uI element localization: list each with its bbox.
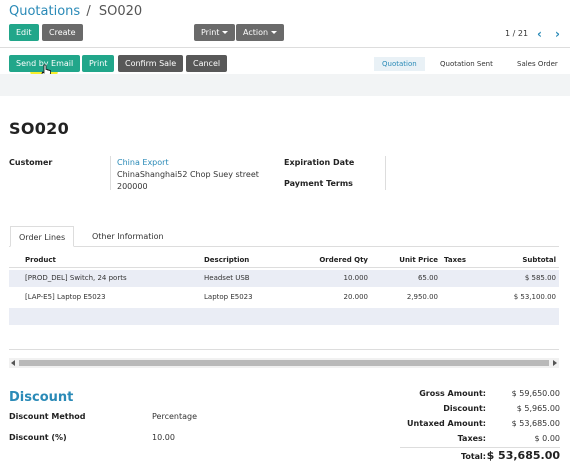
gross-amount-label: Gross Amount: bbox=[419, 389, 486, 398]
table-row[interactable]: [PROD_DEL] Switch, 24 ports Headset USB … bbox=[9, 270, 559, 287]
discount-method-value[interactable]: Percentage bbox=[152, 412, 198, 421]
taxes-value: $ 0.00 bbox=[534, 434, 560, 443]
field-divider bbox=[385, 156, 386, 190]
stage-sales-order[interactable]: Sales Order bbox=[517, 60, 558, 68]
tab-other-information[interactable]: Other Information bbox=[92, 232, 164, 241]
table-bottom-divider bbox=[9, 349, 559, 350]
cell-unit-price: 2,950.00 bbox=[406, 293, 438, 301]
cell-description: Laptop E5023 bbox=[204, 293, 253, 301]
table-row[interactable]: [LAP-E5] Laptop E5023 Laptop E5023 20.00… bbox=[9, 289, 559, 306]
cell-unit-price: 65.00 bbox=[417, 274, 438, 282]
discount-method-label: Discount Method bbox=[9, 412, 86, 421]
tab-order-lines[interactable]: Order Lines bbox=[10, 226, 75, 247]
taxes-label: Taxes: bbox=[457, 434, 486, 443]
breadcrumb: Quotations / SO020 bbox=[9, 4, 142, 19]
cell-subtotal: $ 585.00 bbox=[524, 274, 556, 282]
column-header-description[interactable]: Description bbox=[204, 256, 250, 264]
action-dropdown-label: Action bbox=[243, 28, 269, 37]
sheet-background bbox=[0, 74, 570, 96]
breadcrumb-current: SO020 bbox=[98, 4, 143, 19]
column-header-subtotal[interactable]: Subtotal bbox=[522, 256, 556, 264]
cell-subtotal: $ 53,100.00 bbox=[513, 293, 556, 301]
payment-terms-label: Payment Terms bbox=[284, 179, 353, 188]
field-divider bbox=[110, 156, 111, 190]
toolbar-divider bbox=[0, 47, 570, 48]
scroll-left-icon[interactable] bbox=[11, 360, 15, 366]
discount-total-label: Discount: bbox=[443, 404, 486, 413]
pager-prev-icon[interactable]: ‹ bbox=[537, 27, 542, 41]
discount-percent-label: Discount (%) bbox=[9, 433, 67, 442]
caret-down-icon bbox=[271, 31, 278, 34]
discount-total-value: $ 5,965.00 bbox=[516, 404, 560, 413]
total-value: $ 53,685.00 bbox=[486, 449, 560, 462]
expiration-date-label: Expiration Date bbox=[284, 158, 355, 167]
table-header-divider bbox=[9, 267, 559, 268]
print-dropdown-label: Print bbox=[201, 28, 220, 37]
untaxed-amount-label: Untaxed Amount: bbox=[407, 419, 486, 428]
totals-divider bbox=[400, 447, 560, 448]
stage-quotation-sent[interactable]: Quotation Sent bbox=[440, 60, 493, 68]
discount-percent-value[interactable]: 10.00 bbox=[152, 433, 175, 442]
total-label: Total: bbox=[460, 452, 486, 461]
send-by-email-button[interactable]: Send by Email bbox=[9, 55, 81, 72]
pager-next-icon[interactable]: › bbox=[555, 27, 560, 41]
breadcrumb-quotations-link[interactable]: Quotations bbox=[9, 4, 81, 19]
stage-quotation[interactable]: Quotation bbox=[374, 57, 425, 71]
action-dropdown[interactable]: Action bbox=[236, 24, 285, 41]
create-button[interactable]: Create bbox=[42, 24, 83, 41]
untaxed-amount-value: $ 53,685.00 bbox=[511, 419, 560, 428]
column-header-ordered-qty[interactable]: Ordered Qty bbox=[319, 256, 368, 264]
horizontal-scrollbar[interactable] bbox=[9, 358, 559, 368]
gross-amount-value: $ 59,650.00 bbox=[511, 389, 560, 398]
column-header-unit-price[interactable]: Unit Price bbox=[399, 256, 438, 264]
cell-product: [PROD_DEL] Switch, 24 ports bbox=[25, 274, 127, 282]
cell-ordered-qty: 20.000 bbox=[343, 293, 369, 301]
caret-down-icon bbox=[222, 31, 229, 34]
discount-heading: Discount bbox=[9, 390, 74, 405]
print-button[interactable]: Print bbox=[82, 55, 115, 72]
tabs-divider bbox=[9, 246, 559, 247]
print-dropdown[interactable]: Print bbox=[194, 24, 236, 41]
edit-button[interactable]: Edit bbox=[9, 24, 39, 41]
record-title: SO020 bbox=[9, 119, 70, 138]
column-header-taxes[interactable]: Taxes bbox=[444, 256, 467, 264]
column-header-product[interactable]: Product bbox=[25, 256, 56, 264]
cancel-button[interactable]: Cancel bbox=[186, 55, 228, 72]
customer-label: Customer bbox=[9, 158, 53, 167]
scroll-right-icon[interactable] bbox=[553, 360, 557, 366]
cell-ordered-qty: 10.000 bbox=[343, 274, 369, 282]
cell-product: [LAP-E5] Laptop E5023 bbox=[25, 293, 106, 301]
customer-address-line1: ChinaShanghai52 Chop Suey street bbox=[117, 170, 259, 179]
customer-address-line2: 200000 bbox=[117, 182, 148, 191]
customer-name-link[interactable]: China Export bbox=[117, 158, 169, 167]
table-row-empty bbox=[9, 308, 559, 325]
confirm-sale-button[interactable]: Confirm Sale bbox=[118, 55, 184, 72]
scrollbar-thumb[interactable] bbox=[19, 360, 549, 366]
cell-description: Headset USB bbox=[204, 274, 250, 282]
pager-counter: 1 / 21 bbox=[505, 29, 529, 38]
breadcrumb-separator: / bbox=[86, 4, 91, 19]
